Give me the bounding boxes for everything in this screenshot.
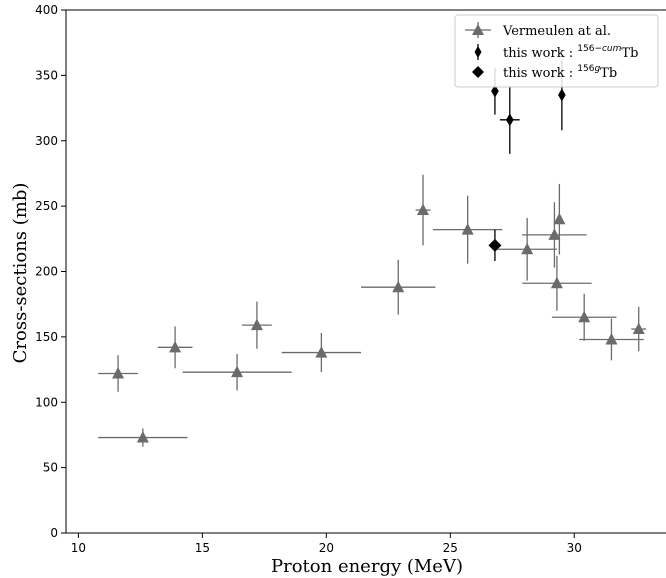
legend-element: Tb	[600, 66, 617, 81]
data-point	[169, 341, 181, 353]
y-tick-label: 300	[35, 134, 58, 148]
x-tick-label: 15	[195, 541, 210, 555]
plot-area	[98, 60, 646, 447]
legend-element: Tb	[621, 46, 638, 61]
data-point	[633, 323, 645, 335]
y-tick-label: 350	[35, 68, 58, 82]
data-point	[462, 223, 474, 235]
data-point	[521, 243, 533, 255]
data-point	[578, 311, 590, 323]
data-point	[551, 277, 563, 289]
y-tick-label: 150	[35, 330, 58, 344]
data-point	[112, 367, 124, 379]
data-point	[548, 228, 560, 240]
legend-label-vermeulen: Vermeulen at al.	[502, 24, 611, 39]
legend-label-ground: this work : 156gTb	[503, 64, 617, 81]
x-axis-title: Proton energy (MeV)	[271, 556, 463, 577]
y-tick-label: 250	[35, 199, 58, 213]
x-tick-label: 10	[71, 541, 86, 555]
data-point	[553, 213, 565, 225]
data-point	[506, 113, 514, 126]
legend-sup-mass: 156	[577, 44, 594, 54]
y-axis-title: Cross-sections (mb)	[10, 183, 31, 364]
legend-sup-mass: 156	[577, 64, 594, 74]
y-tick-label: 400	[35, 3, 58, 17]
x-tick-label: 30	[567, 541, 582, 555]
data-point	[605, 333, 617, 345]
legend-sup-state: −cum	[594, 44, 621, 54]
x-tick-label: 20	[319, 541, 334, 555]
data-point	[558, 88, 566, 101]
series-2	[488, 230, 501, 261]
data-point	[231, 366, 243, 378]
y-tick-label: 0	[50, 526, 58, 540]
data-point	[315, 346, 327, 358]
y-tick-label: 100	[35, 395, 58, 409]
data-point	[417, 204, 429, 216]
series-0	[98, 175, 646, 447]
data-point	[392, 281, 404, 293]
y-tick-label: 200	[35, 265, 58, 279]
data-point	[137, 431, 149, 443]
data-point	[251, 319, 263, 331]
x-tick-label: 25	[443, 541, 458, 555]
y-tick-label: 50	[43, 461, 58, 475]
legend: Vermeulen at al. this work : 156−cumTb t…	[455, 15, 658, 87]
